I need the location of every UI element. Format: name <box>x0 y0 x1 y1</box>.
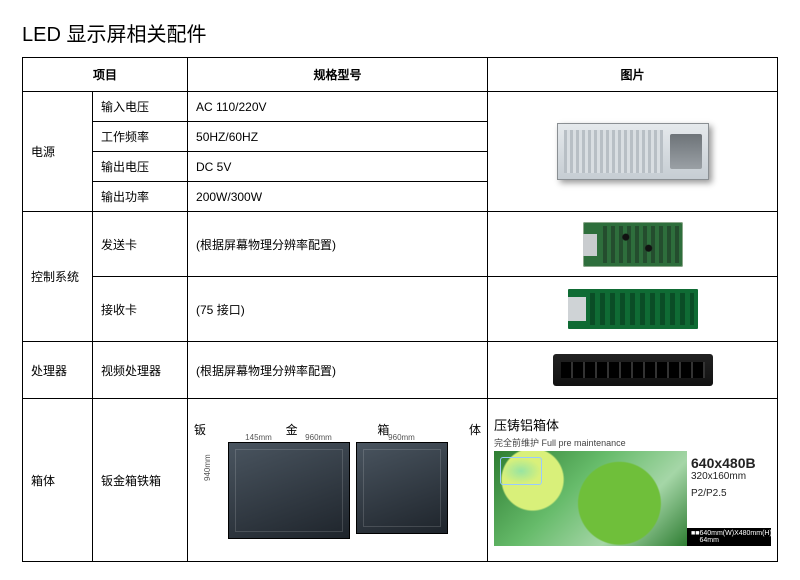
image-power-supply <box>488 92 778 212</box>
cell: 200W/300W <box>188 182 488 212</box>
image-cast-cabinet: 压铸铝箱体 完全前维护 Full pre maintenance 640x480… <box>488 399 778 562</box>
cell: 50HZ/60HZ <box>188 122 488 152</box>
cell: AC 110/220V <box>188 92 488 122</box>
panel-icon: 960mm <box>356 442 448 534</box>
panel-icon: 145mm 960mm 940mm <box>228 442 350 539</box>
group-cabinet: 箱体 <box>23 399 93 562</box>
dim: 960mm <box>305 433 332 442</box>
processor-icon <box>553 354 713 386</box>
group-control: 控制系统 <box>23 212 93 342</box>
spec-panel: 640x480B 320x160mm P2/P2.5 ■■ 640mm(W)X4… <box>687 451 771 546</box>
bar-label: ■■ <box>691 530 699 544</box>
cast-title: 压铸铝箱体 <box>494 415 771 434</box>
cell: (75 接口) <box>188 277 488 342</box>
pitch: P2/P2.5 <box>691 488 767 499</box>
dim: 145mm <box>245 433 272 442</box>
cell: 输入电压 <box>93 92 188 122</box>
size: 320x160mm <box>691 471 767 482</box>
model: 640x480B <box>691 455 767 471</box>
psu-icon <box>557 123 709 180</box>
footer-dims: 640mm(W)X480mm(H) 64mm <box>699 530 771 544</box>
cast-sub-en: Full pre maintenance <box>542 438 626 448</box>
label: 钣 <box>194 421 206 438</box>
image-send-card <box>488 212 778 277</box>
cell: 发送卡 <box>93 212 188 277</box>
cell: 接收卡 <box>93 277 188 342</box>
image-processor <box>488 342 778 399</box>
image-metal-cabinet: 钣 金 箱 体 145mm 960mm 940mm <box>188 399 488 562</box>
page-title: LED 显示屏相关配件 <box>22 18 778 47</box>
recv-card-icon <box>568 289 698 329</box>
group-processor: 处理器 <box>23 342 93 399</box>
col-spec: 规格型号 <box>188 58 488 92</box>
cell: 输出电压 <box>93 152 188 182</box>
cell: 视频处理器 <box>93 342 188 399</box>
send-card-icon <box>583 222 683 267</box>
cell: 钣金箱铁箱 <box>93 399 188 562</box>
cell: 输出功率 <box>93 182 188 212</box>
cast-sub-cn: 完全前维护 <box>494 438 539 448</box>
cell: (根据屏幕物理分辨率配置) <box>188 342 488 399</box>
col-item: 项目 <box>23 58 188 92</box>
label: 体 <box>469 421 481 438</box>
col-image: 图片 <box>488 58 778 92</box>
cell: 工作频率 <box>93 122 188 152</box>
dim: 940mm <box>203 454 212 481</box>
cell: (根据屏幕物理分辨率配置) <box>188 212 488 277</box>
parts-table: 项目 规格型号 图片 电源 输入电压 AC 110/220V 工作频率 50HZ… <box>22 57 778 562</box>
leaf-icon <box>494 451 687 546</box>
dim: 960mm <box>388 433 415 442</box>
image-recv-card <box>488 277 778 342</box>
cell: DC 5V <box>188 152 488 182</box>
group-power: 电源 <box>23 92 93 212</box>
